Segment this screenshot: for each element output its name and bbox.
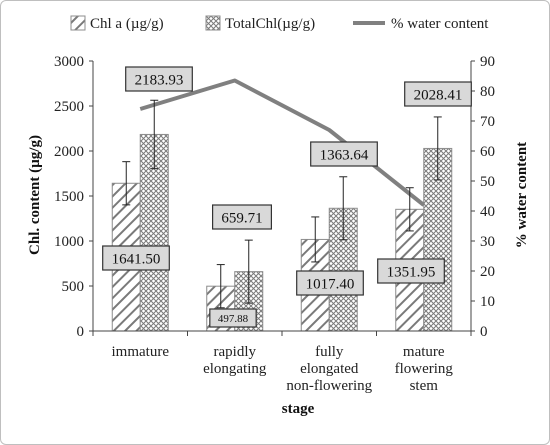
legend-label-2: % water content — [391, 16, 489, 32]
category-label-line: mature — [403, 344, 445, 360]
data-label-3: 1351.95 — [387, 264, 436, 280]
y2-tick-label-8: 80 — [480, 84, 495, 100]
y2-tick-label-0: 0 — [480, 324, 488, 340]
data-label-box-4 — [125, 66, 193, 92]
category-label-3: mature flowering stem — [395, 344, 454, 394]
legend-label-0: Chl a (µg/g) — [90, 16, 164, 32]
legend-label-1: TotalChl(µg/g) — [225, 16, 315, 32]
category-label-line: rapidly — [214, 344, 257, 360]
x-axis-title: stage — [282, 401, 315, 417]
data-label-4: 2183.93 — [135, 72, 184, 88]
y2-tick-label-2: 20 — [480, 264, 495, 280]
category-label-2: fully elongated non-flowering — [286, 344, 372, 394]
data-label-7: 2028.41 — [414, 87, 463, 103]
y-tick-label-4: 2000 — [54, 144, 84, 160]
category-label-line: stem — [410, 378, 439, 394]
category-label-0: immature — [112, 344, 170, 360]
data-label-1: 497.88 — [218, 313, 249, 325]
category-label-line: elongating — [203, 361, 267, 377]
category-label-1: rapidly elongating — [203, 344, 267, 377]
data-label-box-0 — [102, 245, 170, 271]
y2-tick-label-7: 70 — [480, 114, 495, 130]
y-tick-label-6: 3000 — [54, 54, 84, 70]
data-label-box-6 — [310, 141, 378, 167]
y2-tick-label-3: 30 — [480, 234, 495, 250]
y-tick-label-5: 2500 — [54, 99, 84, 115]
category-label-line: flowering — [395, 361, 454, 377]
y2-tick-label-1: 10 — [480, 294, 495, 310]
data-label-box-3 — [377, 258, 445, 284]
y2-axis-title: % water content — [514, 142, 530, 248]
legend-swatch-0 — [70, 15, 86, 31]
data-label-5: 659.71 — [221, 210, 262, 226]
category-label-line: fully — [315, 344, 344, 360]
y-tick-label-2: 1000 — [54, 234, 84, 250]
data-label-6: 1363.64 — [320, 147, 369, 163]
y-tick-label-3: 1500 — [54, 189, 84, 205]
data-label-box-1 — [209, 308, 257, 328]
y2-tick-label-4: 40 — [480, 204, 495, 220]
category-label-line: non-flowering — [286, 378, 372, 394]
data-label-box-5 — [212, 204, 273, 230]
data-label-box-7 — [404, 81, 472, 107]
y2-tick-label-9: 90 — [480, 54, 495, 70]
y2-tick-label-6: 60 — [480, 144, 495, 160]
water-content-line[interactable] — [139, 78, 425, 207]
y2-tick-label-5: 50 — [480, 174, 495, 190]
data-label-0: 1641.50 — [112, 251, 161, 267]
legend-swatch-1 — [205, 15, 221, 31]
data-label-2: 1017.40 — [306, 276, 355, 292]
category-label-line: immature — [112, 344, 170, 360]
y-tick-label-1: 500 — [62, 279, 85, 295]
category-label-line: elongated — [300, 361, 359, 377]
y-tick-label-0: 0 — [77, 324, 85, 340]
data-label-box-2 — [296, 270, 364, 296]
y-axis-title: Chl. content (µg/g) — [27, 135, 43, 255]
